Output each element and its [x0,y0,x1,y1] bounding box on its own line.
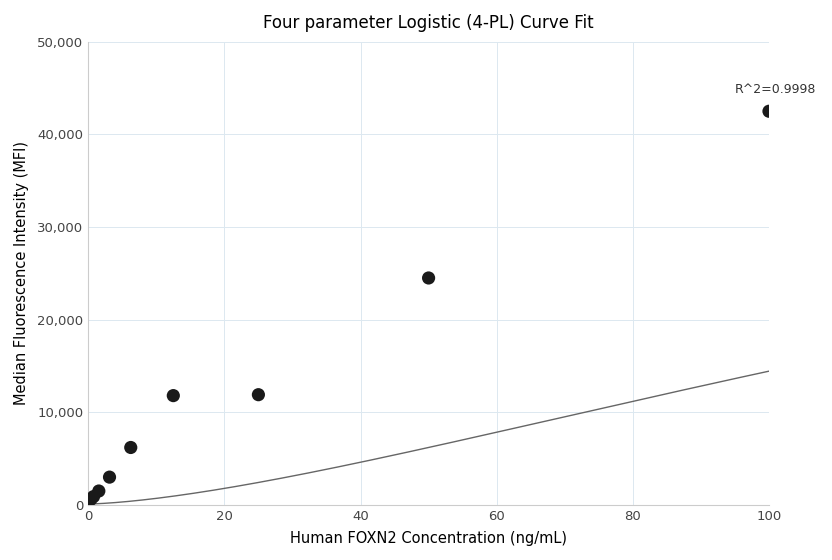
Point [422,273,435,282]
Point [84,495,97,504]
Point [87,492,100,501]
Point [762,107,775,116]
Point [92,487,106,496]
Point [252,390,265,399]
X-axis label: Human FOXN2 Concentration (ng/mL): Human FOXN2 Concentration (ng/mL) [290,531,567,546]
Point [124,443,137,452]
Y-axis label: Median Fluorescence Intensity (MFI): Median Fluorescence Intensity (MFI) [14,141,29,405]
Point [166,391,180,400]
Title: Four parameter Logistic (4-PL) Curve Fit: Four parameter Logistic (4-PL) Curve Fit [263,14,594,32]
Point [103,473,116,482]
Text: R^2=0.9998: R^2=0.9998 [735,83,816,96]
